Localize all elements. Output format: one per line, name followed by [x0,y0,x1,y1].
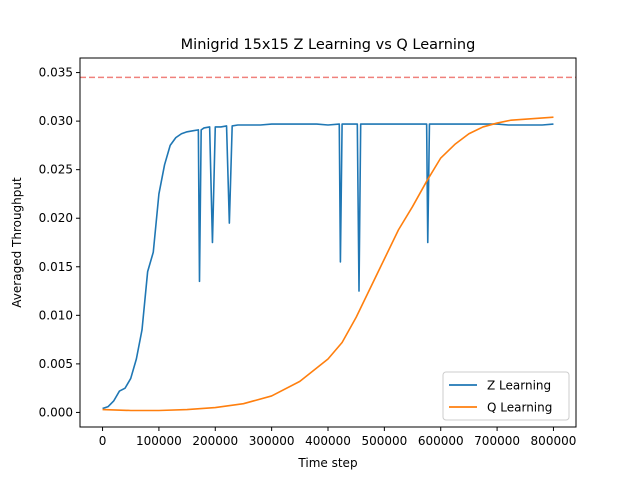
x-tick-label: 700000 [474,434,520,448]
y-tick-label: 0.000 [39,405,73,419]
y-tick-label: 0.005 [39,357,73,371]
y-tick-label: 0.030 [39,114,73,128]
plot-area [80,76,576,412]
legend-label: Z Learning [487,379,551,393]
x-tick-label: 600000 [418,434,464,448]
series-line-q-learning [102,116,554,412]
y-tick-label: 0.035 [39,66,73,80]
y-axis: 0.000 0.005 0.010 0.015 0.020 0.025 0.030 0.035 [39,66,80,419]
legend-frame [442,371,570,421]
x-tick-label: 200000 [192,434,238,448]
y-tick-label: 0.015 [39,260,73,274]
x-tick-label: 0 [99,434,107,448]
x-tick-label: 100000 [136,434,182,448]
y-tick-label: 0.010 [39,308,73,322]
x-tick-label: 800000 [531,434,577,448]
chart-title: Minigrid 15x15 Z Learning vs Q Learning [181,37,476,53]
y-axis-label: Averaged Throughput [10,177,24,308]
legend: Z Learning Q Learning [442,371,570,421]
x-tick-label: 300000 [249,434,295,448]
x-axis-label: Time step [297,456,357,470]
y-tick-label: 0.025 [39,163,73,177]
x-axis: 0 100000 200000 300000 400000 500000 600000 700… [99,427,577,448]
x-tick-label: 500000 [361,434,407,448]
x-tick-label: 400000 [305,434,351,448]
y-tick-label: 0.020 [39,211,73,225]
series-line-z-learning [102,123,554,410]
legend-label: Q Learning [487,401,552,415]
